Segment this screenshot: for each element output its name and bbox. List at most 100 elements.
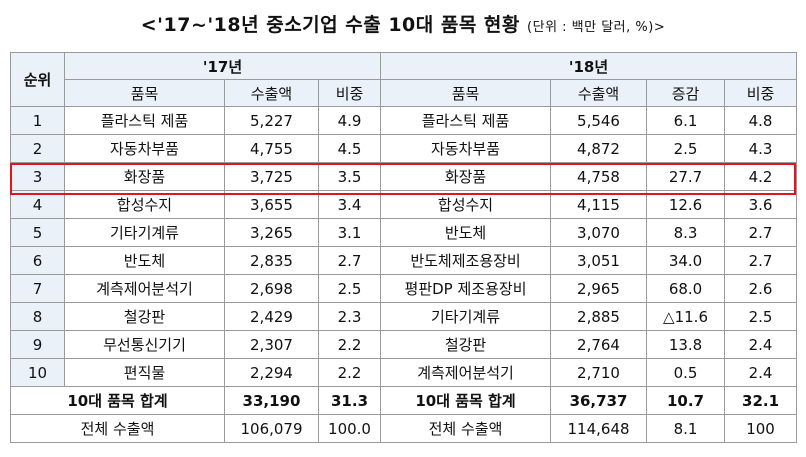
rank-cell: 4 (10, 190, 65, 219)
share-18-cell: 3.6 (724, 190, 798, 219)
share-17-cell: 2.3 (317, 302, 382, 331)
export-17-cell: 5,227 (224, 106, 319, 135)
share-17-cell: 4.9 (317, 106, 382, 135)
item-18-cell: 반도체 (380, 218, 552, 247)
item-17-cell: 합성수지 (64, 190, 225, 219)
top10-share-17: 31.3 (317, 386, 382, 415)
item-17-cell: 철강판 (64, 302, 225, 331)
item-17-cell: 기타기계류 (64, 218, 225, 247)
export-17-cell: 2,698 (224, 274, 319, 303)
header-rank: 순위 (10, 52, 65, 107)
export-17-cell: 2,835 (224, 246, 319, 275)
growth-18-cell: 12.6 (646, 190, 726, 219)
export-17-cell: 2,307 (224, 330, 319, 359)
growth-18-cell: 6.1 (646, 106, 726, 135)
rank-cell: 2 (10, 134, 65, 163)
item-17-cell: 플라스틱 제품 (64, 106, 225, 135)
rank-cell: 10 (10, 358, 65, 387)
item-17-cell: 계측제어분석기 (64, 274, 225, 303)
export-17-cell: 3,655 (224, 190, 319, 219)
share-18-cell: 2.7 (724, 246, 798, 275)
export-18-cell: 4,872 (550, 134, 648, 163)
export-18-cell: 2,885 (550, 302, 648, 331)
share-18-cell: 4.8 (724, 106, 798, 135)
share-17-cell: 4.5 (317, 134, 382, 163)
export-18-cell: 2,965 (550, 274, 648, 303)
item-18-cell: 합성수지 (380, 190, 552, 219)
table-row: 10 편직물 2,294 2.2 계측제어분석기 2,710 0.5 2.4 (10, 358, 798, 387)
share-18-cell: 2.5 (724, 302, 798, 331)
top10-row: 10대 품목 합계 33,190 31.3 10대 품목 합계 36,737 1… (10, 386, 798, 415)
table-row: 5 기타기계류 3,265 3.1 반도체 3,070 8.3 2.7 (10, 218, 798, 247)
growth-18-cell: 2.5 (646, 134, 726, 163)
table-row: 7 계측제어분석기 2,698 2.5 평판DP 제조용장비 2,965 68.0 2.6 (10, 274, 798, 303)
growth-18-cell: 8.3 (646, 218, 726, 247)
share-17-cell: 2.2 (317, 330, 382, 359)
table-row: 6 반도체 2,835 2.7 반도체제조용장비 3,051 34.0 2.7 (10, 246, 798, 275)
export-18-cell: 2,764 (550, 330, 648, 359)
export-17-cell: 3,725 (224, 162, 319, 191)
growth-18-cell: 0.5 (646, 358, 726, 387)
share-18-cell: 4.2 (724, 162, 798, 191)
growth-18-cell: △11.6 (646, 302, 726, 331)
share-18-cell: 2.4 (724, 330, 798, 359)
item-18-cell: 평판DP 제조용장비 (380, 274, 552, 303)
title-main: <'17~'18년 중소기업 수출 10대 품목 현황 (140, 14, 520, 36)
header-year-18: '18년 (380, 52, 798, 80)
share-17-cell: 3.5 (317, 162, 382, 191)
share-17-cell: 2.2 (317, 358, 382, 387)
export-18-cell: 4,758 (550, 162, 648, 191)
table-row: 3 화장품 3,725 3.5 화장품 4,758 27.7 4.2 (10, 162, 798, 191)
export-18-cell: 3,051 (550, 246, 648, 275)
top10-label-17: 10대 품목 합계 (10, 386, 225, 415)
export-18-cell: 3,070 (550, 218, 648, 247)
export-18-cell: 4,115 (550, 190, 648, 219)
item-17-cell: 화장품 (64, 162, 225, 191)
share-17-cell: 2.5 (317, 274, 382, 303)
rank-cell: 3 (10, 162, 65, 191)
item-18-cell: 계측제어분석기 (380, 358, 552, 387)
table-row: 9 무선통신기기 2,307 2.2 철강판 2,764 13.8 2.4 (10, 330, 798, 359)
total-export-18: 114,648 (550, 414, 648, 443)
header-share-17: 비중 (317, 79, 382, 107)
total-export-17: 106,079 (224, 414, 319, 443)
rank-cell: 8 (10, 302, 65, 331)
header-year-17: '17년 (63, 52, 382, 80)
item-17-cell: 무선통신기기 (64, 330, 225, 359)
item-17-cell: 자동차부품 (64, 134, 225, 163)
header-growth-18: 증감 (646, 79, 726, 107)
total-row: 전체 수출액 106,079 100.0 전체 수출액 114,648 8.1 … (10, 414, 798, 443)
rank-cell: 7 (10, 274, 65, 303)
growth-18-cell: 68.0 (646, 274, 726, 303)
rank-cell: 5 (10, 218, 65, 247)
total-share-18: 100 (724, 414, 798, 443)
top10-export-17: 33,190 (224, 386, 319, 415)
title-unit: (단위 : 백만 달러, %)> (527, 20, 666, 35)
item-18-cell: 기타기계류 (380, 302, 552, 331)
page-title: <'17~'18년 중소기업 수출 10대 품목 현황 (단위 : 백만 달러,… (0, 10, 806, 37)
rank-cell: 6 (10, 246, 65, 275)
table-row: 8 철강판 2,429 2.3 기타기계류 2,885 △11.6 2.5 (10, 302, 798, 331)
share-17-cell: 3.1 (317, 218, 382, 247)
table-row: 1 플라스틱 제품 5,227 4.9 플라스틱 제품 5,546 6.1 4.8 (10, 106, 798, 135)
export-17-cell: 2,429 (224, 302, 319, 331)
top10-growth-18: 10.7 (646, 386, 726, 415)
top10-export-18: 36,737 (550, 386, 648, 415)
total-label-17: 전체 수출액 (10, 414, 225, 443)
total-share-17: 100.0 (317, 414, 382, 443)
share-18-cell: 2.6 (724, 274, 798, 303)
growth-18-cell: 13.8 (646, 330, 726, 359)
share-18-cell: 4.3 (724, 134, 798, 163)
header-share-18: 비중 (724, 79, 798, 107)
export-17-cell: 4,755 (224, 134, 319, 163)
top10-share-18: 32.1 (724, 386, 798, 415)
rank-cell: 9 (10, 330, 65, 359)
table-row: 2 자동차부품 4,755 4.5 자동차부품 4,872 2.5 4.3 (10, 134, 798, 163)
export-18-cell: 2,710 (550, 358, 648, 387)
item-18-cell: 철강판 (380, 330, 552, 359)
export-17-cell: 3,265 (224, 218, 319, 247)
item-17-cell: 편직물 (64, 358, 225, 387)
header-item-17: 품목 (64, 79, 225, 107)
export-18-cell: 5,546 (550, 106, 648, 135)
export-17-cell: 2,294 (224, 358, 319, 387)
